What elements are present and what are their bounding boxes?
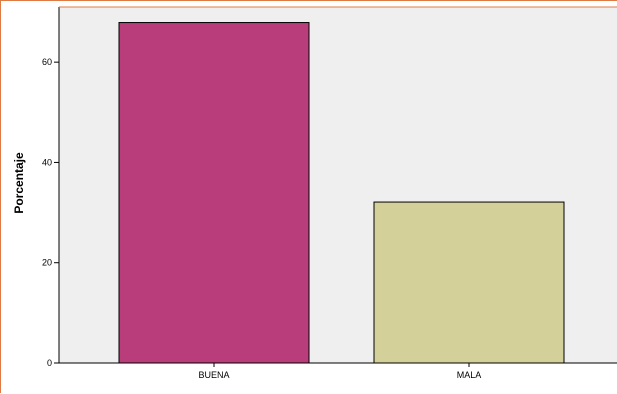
x-axis-labels: BUENA MALA xyxy=(198,363,481,380)
x-tick-label: BUENA xyxy=(198,370,229,380)
y-tick-label: 60 xyxy=(42,57,52,67)
y-axis-title: Porcentaje xyxy=(12,152,26,214)
bar-mala xyxy=(373,201,565,364)
bar-buena xyxy=(118,22,310,364)
bars-group xyxy=(118,22,565,364)
y-tick-label: 0 xyxy=(47,358,52,368)
y-axis-ticks: 0 20 40 60 xyxy=(42,57,59,368)
x-tick-label: MALA xyxy=(457,370,482,380)
y-tick-label: 40 xyxy=(42,157,52,167)
y-tick-label: 20 xyxy=(42,258,52,268)
